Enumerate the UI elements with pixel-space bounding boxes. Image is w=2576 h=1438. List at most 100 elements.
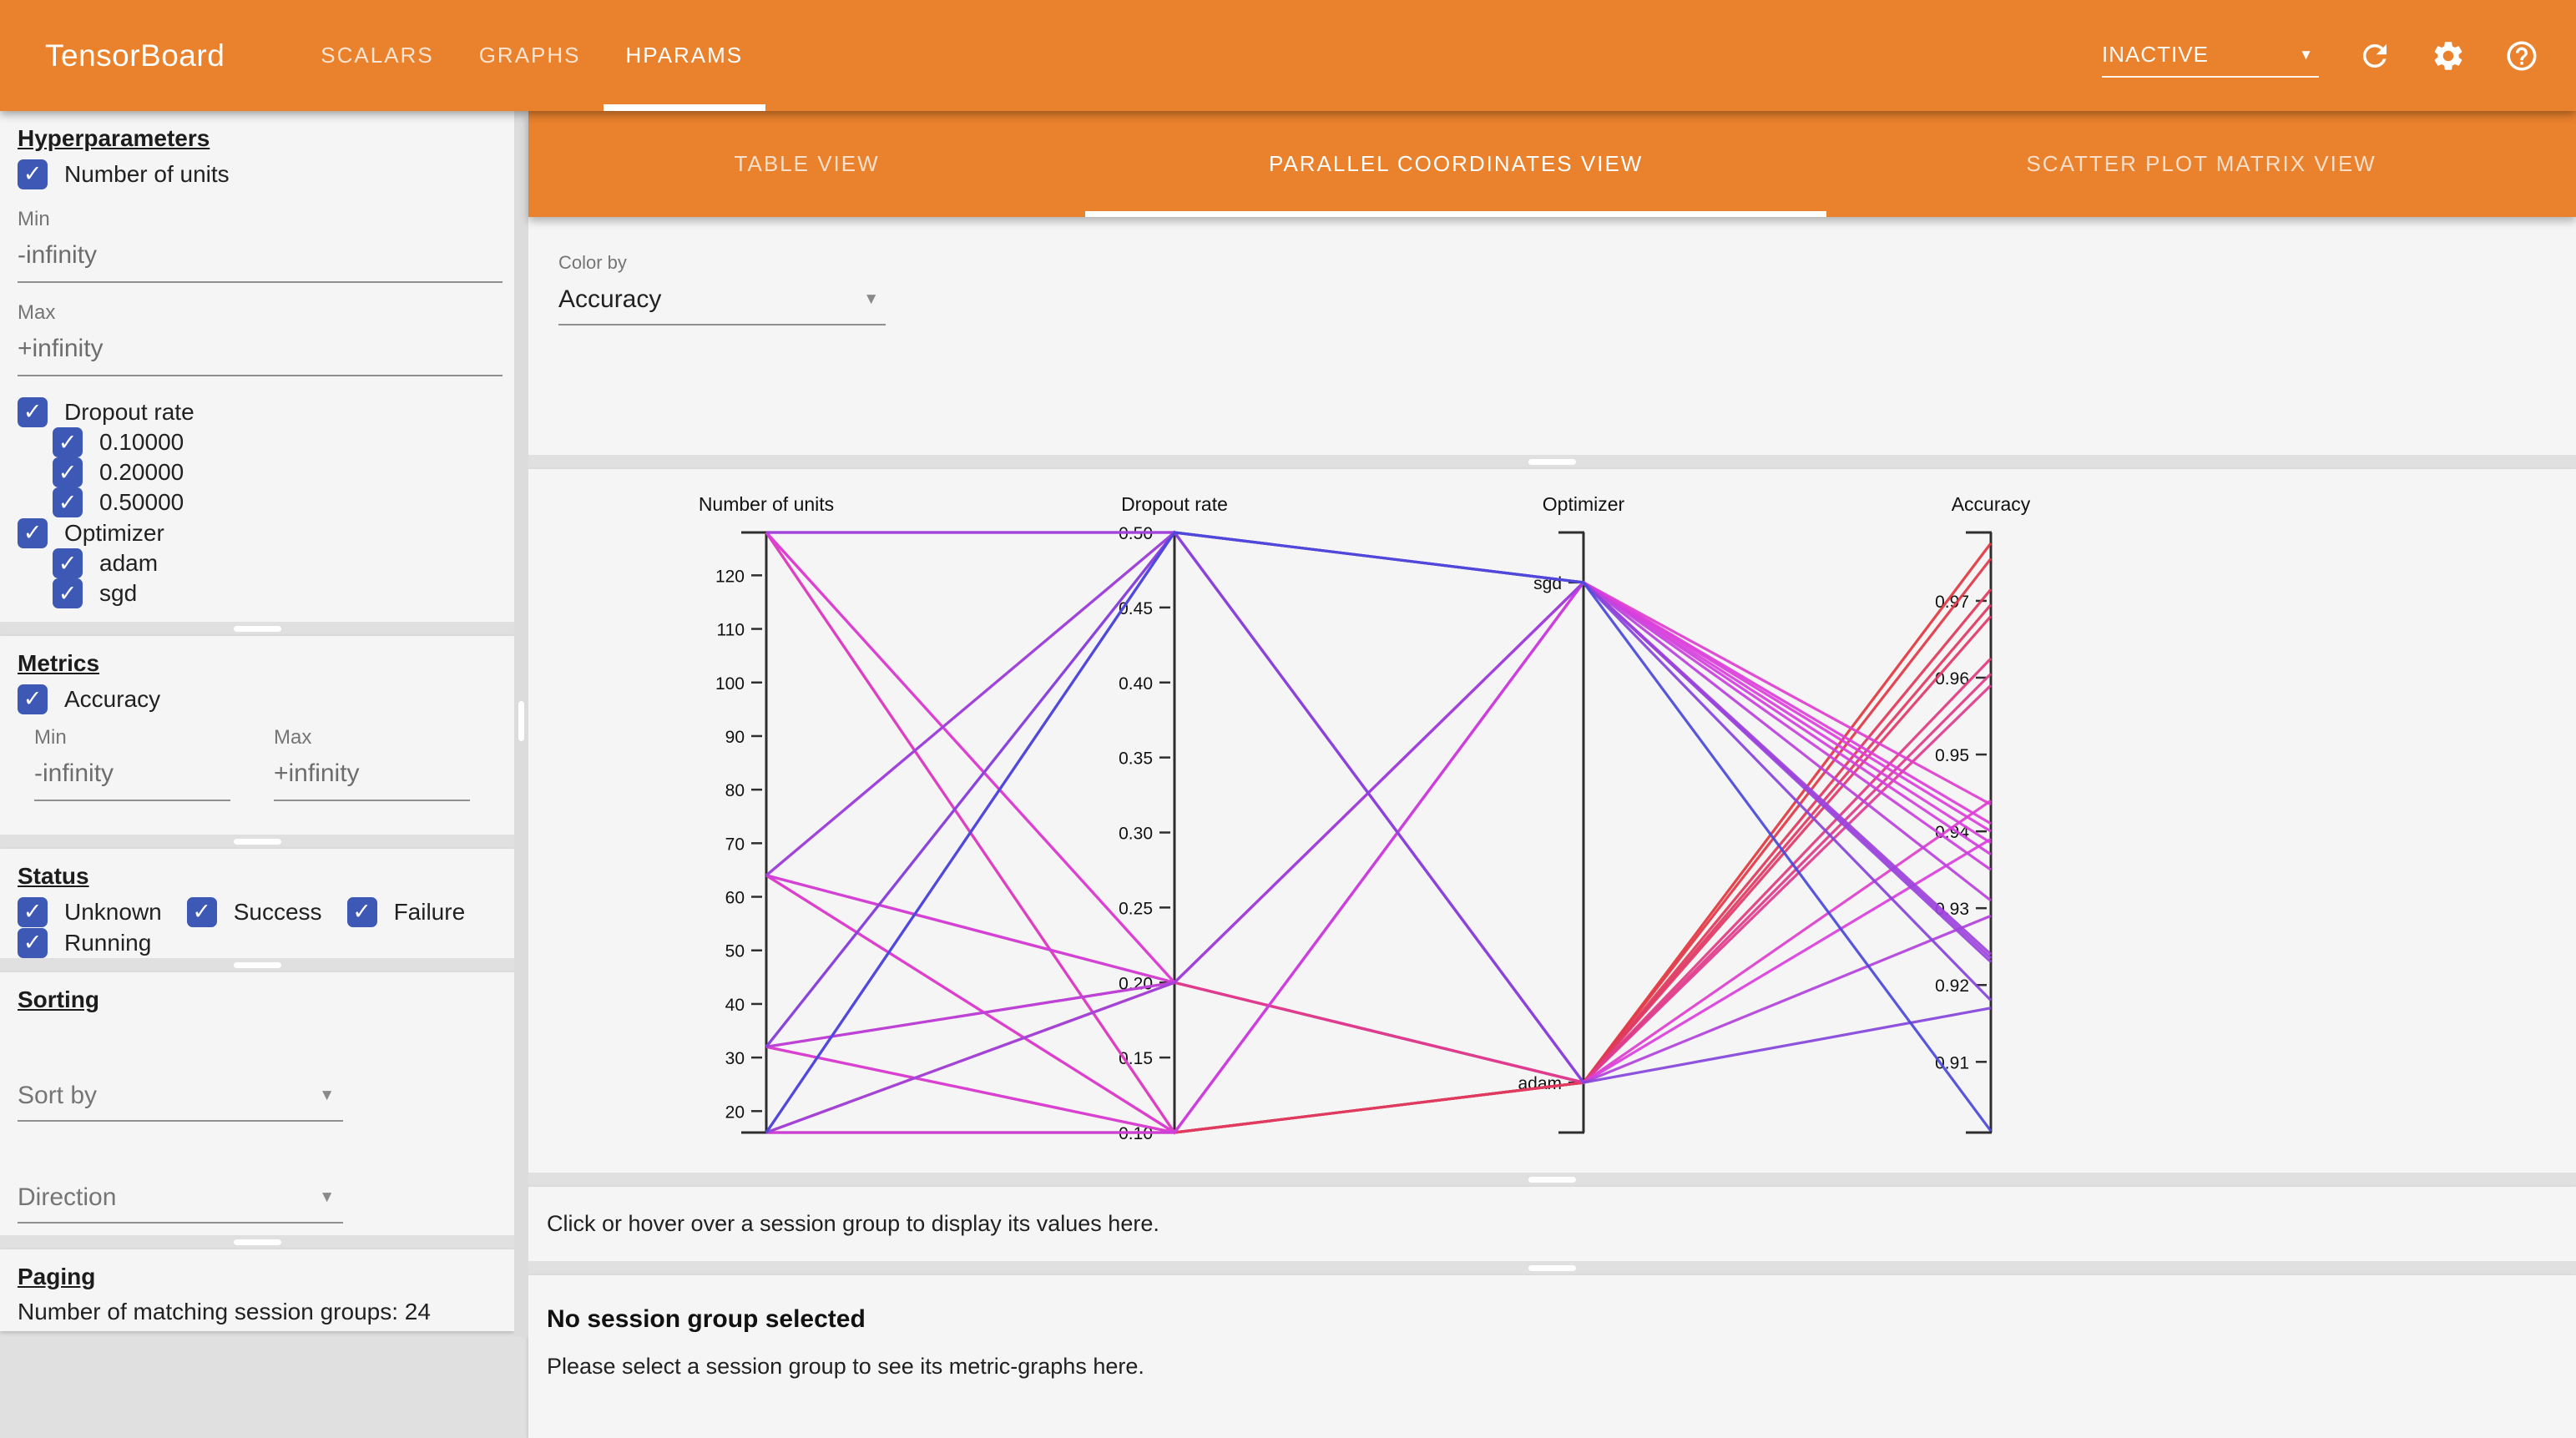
settings-gear-icon[interactable]: [2431, 38, 2466, 73]
metrics-heading: Metrics: [18, 650, 100, 676]
hparam-num-units-row: Number of units: [18, 159, 503, 189]
svg-text:70: 70: [725, 835, 745, 854]
svg-text:0.30: 0.30: [1119, 825, 1153, 844]
header-tabs: SCALARS GRAPHS HPARAMS: [298, 0, 766, 111]
dropout-checkbox[interactable]: [18, 396, 48, 427]
drag-handle[interactable]: [1528, 459, 1576, 465]
dropout-option-row: 0.20000: [53, 457, 503, 487]
sort-by-dropdown[interactable]: Sort by ▼: [18, 1073, 343, 1122]
svg-text:0.96: 0.96: [1935, 669, 1969, 689]
optimizer-checkbox[interactable]: [18, 517, 48, 548]
tab-scalars[interactable]: SCALARS: [321, 43, 434, 68]
status-running-row: Running: [18, 927, 151, 958]
tab-table-view[interactable]: TABLE VIEW: [734, 151, 880, 176]
optimizer-sgd-checkbox[interactable]: [53, 578, 83, 608]
num-units-checkbox[interactable]: [18, 159, 48, 189]
sidebar-panel-divider[interactable]: [0, 1235, 514, 1249]
session-group-line[interactable]: [766, 603, 1993, 1134]
accuracy-min-field[interactable]: Min -infinity: [34, 726, 230, 801]
svg-text:0.35: 0.35: [1119, 749, 1153, 769]
pane-divider[interactable]: [528, 1173, 2576, 1187]
accuracy-max-field[interactable]: Max +infinity: [274, 726, 470, 801]
status-unknown-row: Unknown: [18, 896, 162, 927]
tab-graphs[interactable]: GRAPHS: [478, 43, 581, 68]
status-failure-checkbox[interactable]: [346, 896, 377, 927]
session-group-line[interactable]: [766, 531, 1993, 960]
sorting-heading: Sorting: [18, 986, 99, 1012]
svg-text:110: 110: [717, 621, 745, 640]
tab-hparams[interactable]: HPARAMS: [603, 0, 766, 111]
num-units-min-input[interactable]: -infinity: [18, 231, 503, 283]
svg-text:120: 120: [715, 567, 745, 586]
status-success-checkbox[interactable]: [186, 896, 217, 927]
active-tab-indicator: [603, 104, 766, 111]
session-group-line[interactable]: [765, 531, 1993, 1133]
svg-text:Accuracy: Accuracy: [1952, 493, 2031, 515]
tab-scatter-plot-matrix-view[interactable]: SCATTER PLOT MATRIX VIEW: [2026, 151, 2376, 176]
drag-handle[interactable]: [1528, 1265, 1576, 1271]
num-units-min-field[interactable]: Min -infinity: [18, 208, 503, 283]
values-hint-panel: Click or hover over a session group to d…: [528, 1187, 2576, 1261]
pane-divider[interactable]: [528, 1261, 2576, 1275]
color-by-panel: Color by Accuracy ▼: [528, 217, 2576, 455]
drag-handle[interactable]: [233, 839, 281, 845]
svg-text:0.25: 0.25: [1119, 899, 1153, 918]
paging-panel: Paging Number of matching session groups…: [0, 1249, 514, 1331]
chevron-down-icon: ▼: [863, 290, 879, 308]
num-units-max-input[interactable]: +infinity: [18, 325, 503, 376]
drag-handle[interactable]: [1528, 1177, 1576, 1183]
dropout-010-checkbox[interactable]: [53, 427, 83, 457]
drag-handle[interactable]: [233, 1239, 281, 1245]
accuracy-checkbox[interactable]: [18, 684, 48, 714]
parallel-coordinates-chart[interactable]: Number of units 20 30 40 50 60 70 80 90 100 110 120…: [528, 469, 2576, 1173]
svg-text:0.92: 0.92: [1935, 976, 1969, 996]
session-group-line[interactable]: [765, 531, 1993, 963]
hparam-dropout-row: Dropout rate: [18, 396, 503, 427]
dropout-020-checkbox[interactable]: [53, 457, 83, 487]
drag-handle[interactable]: [518, 701, 524, 741]
direction-dropdown[interactable]: Direction ▼: [18, 1175, 343, 1224]
chevron-down-icon: ▼: [2299, 46, 2314, 63]
num-units-max-field[interactable]: Max +infinity: [18, 301, 503, 376]
drag-handle[interactable]: [233, 626, 281, 632]
session-group-line[interactable]: [766, 580, 1992, 1134]
sidebar-panel-divider[interactable]: [0, 835, 514, 849]
sidebar-panel-divider[interactable]: [0, 958, 514, 972]
hyperparameters-heading: Hyperparameters: [18, 125, 210, 151]
svg-text:Dropout rate: Dropout rate: [1121, 493, 1228, 515]
svg-text:Optimizer: Optimizer: [1543, 493, 1625, 515]
help-icon[interactable]: [2504, 38, 2539, 73]
session-group-line[interactable]: [765, 530, 1992, 1133]
reload-icon[interactable]: [2357, 38, 2392, 73]
sidebar-resize-gutter[interactable]: [514, 111, 528, 1337]
svg-text:50: 50: [725, 942, 745, 961]
hyperparameters-panel: Hyperparameters Number of units Min -inf…: [0, 111, 514, 622]
pane-divider[interactable]: [528, 455, 2576, 469]
active-view-indicator: [1085, 211, 1827, 217]
dropout-050-checkbox[interactable]: [53, 487, 83, 517]
dropout-label: Dropout rate: [64, 398, 194, 425]
svg-text:30: 30: [725, 1049, 745, 1068]
optimizer-option-row: sgd: [53, 578, 503, 608]
metrics-panel: Metrics Accuracy Min -infinity Max +infi…: [0, 636, 514, 835]
run-status-dropdown[interactable]: INACTIVE ▼: [2102, 42, 2319, 78]
status-failure-row: Failure: [346, 896, 465, 927]
sidebar-panel-divider[interactable]: [0, 622, 514, 636]
accuracy-min-input[interactable]: -infinity: [34, 749, 230, 801]
color-by-dropdown[interactable]: Accuracy ▼: [558, 285, 886, 325]
session-group-line[interactable]: [765, 580, 1993, 1134]
view-tabs: TABLE VIEW PARALLEL COORDINATES VIEW SCA…: [528, 111, 2576, 217]
chevron-down-icon: ▼: [319, 1087, 335, 1104]
hparams-sidebar: Hyperparameters Number of units Min -inf…: [0, 111, 514, 1337]
accuracy-max-input[interactable]: +infinity: [274, 749, 470, 801]
status-running-checkbox[interactable]: [18, 927, 48, 958]
empty-state-title: No session group selected: [547, 1305, 866, 1333]
drag-handle[interactable]: [233, 962, 281, 968]
accuracy-minmax-row: Min -infinity Max +infinity: [34, 714, 503, 801]
hparam-optimizer-row: Optimizer: [18, 517, 503, 548]
session-group-line[interactable]: [765, 558, 1993, 1134]
status-options: Unknown Success Failure Running: [18, 896, 503, 958]
tab-parallel-coordinates-view[interactable]: PARALLEL COORDINATES VIEW: [1085, 111, 1827, 217]
status-unknown-checkbox[interactable]: [18, 896, 48, 927]
optimizer-adam-checkbox[interactable]: [53, 548, 83, 578]
